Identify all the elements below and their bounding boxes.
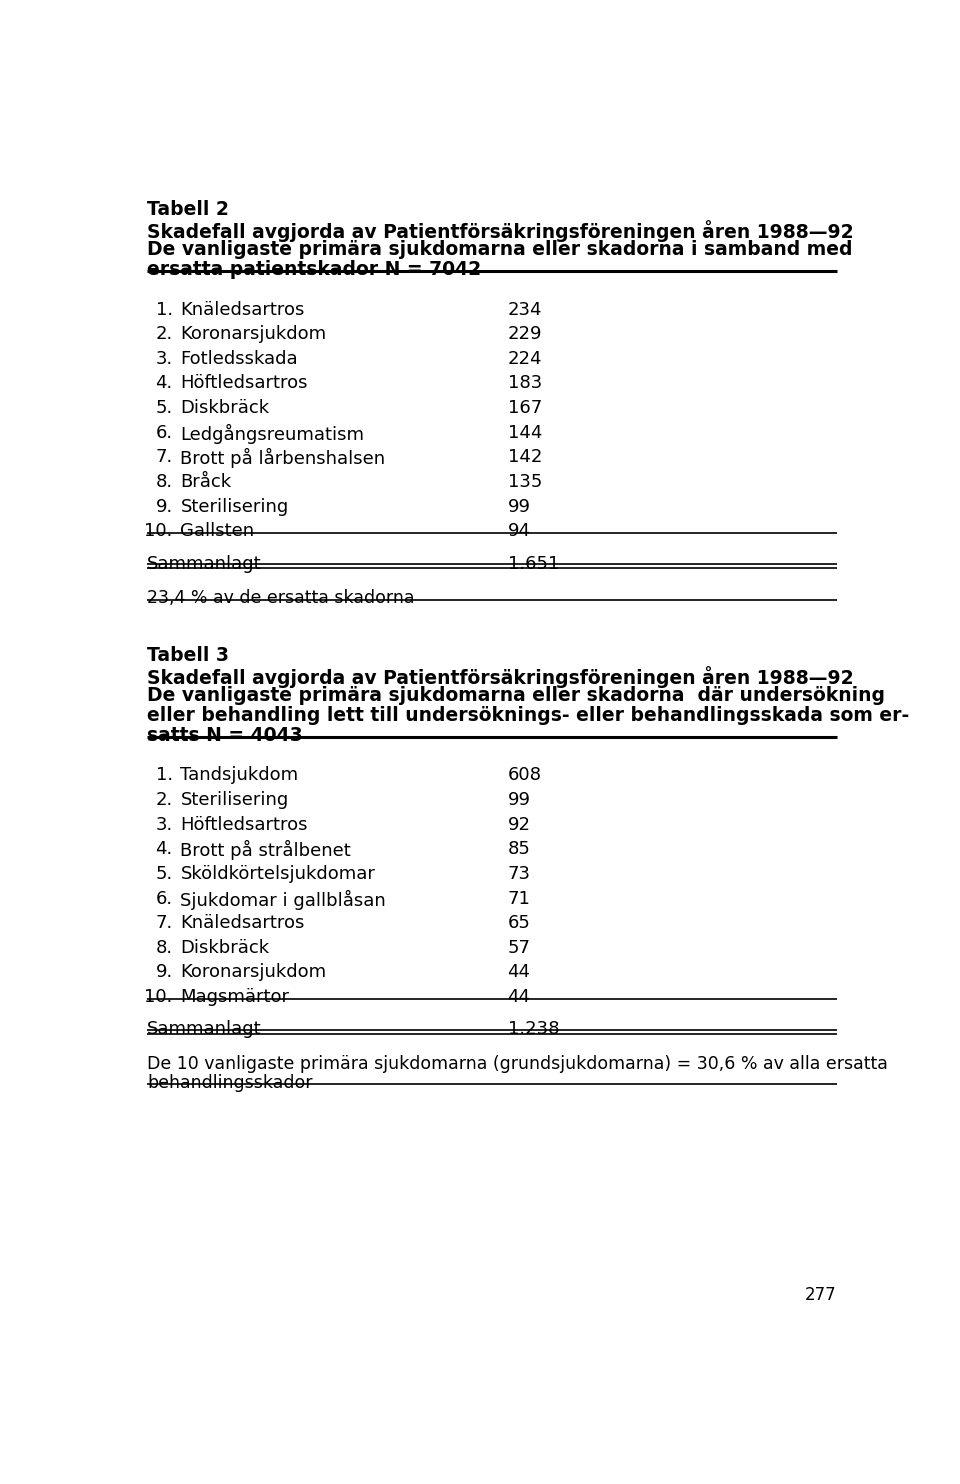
Text: 57: 57 bbox=[508, 939, 531, 957]
Text: 6.: 6. bbox=[156, 889, 173, 908]
Text: 10.: 10. bbox=[144, 988, 173, 1006]
Text: 142: 142 bbox=[508, 448, 541, 466]
Text: Sköldkörtelsjukdomar: Sköldkörtelsjukdomar bbox=[180, 865, 375, 883]
Text: Ledgångsreumatism: Ledgångsreumatism bbox=[180, 424, 365, 444]
Text: 44: 44 bbox=[508, 963, 531, 981]
Text: 234: 234 bbox=[508, 300, 542, 319]
Text: Magsmärtor: Magsmärtor bbox=[180, 988, 290, 1006]
Text: 183: 183 bbox=[508, 374, 541, 392]
Text: Tabell 3: Tabell 3 bbox=[147, 646, 229, 665]
Text: 65: 65 bbox=[508, 914, 530, 932]
Text: De 10 vanligaste primära sjukdomarna (grundsjukdomarna) = 30,6 % av alla ersatta: De 10 vanligaste primära sjukdomarna (gr… bbox=[147, 1055, 888, 1073]
Text: 1.238: 1.238 bbox=[508, 1021, 559, 1039]
Text: ersatta patientskador N = 7042: ersatta patientskador N = 7042 bbox=[147, 261, 481, 279]
Text: Tabell 2: Tabell 2 bbox=[147, 200, 229, 220]
Text: Brott på strålbenet: Brott på strålbenet bbox=[180, 840, 351, 861]
Text: 229: 229 bbox=[508, 325, 542, 343]
Text: 6.: 6. bbox=[156, 424, 173, 442]
Text: 9.: 9. bbox=[156, 963, 173, 981]
Text: 71: 71 bbox=[508, 889, 530, 908]
Text: 23,4 % av de ersatta skadorna: 23,4 % av de ersatta skadorna bbox=[147, 589, 415, 607]
Text: 99: 99 bbox=[508, 791, 531, 809]
Text: 8.: 8. bbox=[156, 473, 173, 491]
Text: Höftledsartros: Höftledsartros bbox=[180, 816, 308, 834]
Text: 94: 94 bbox=[508, 522, 531, 540]
Text: 92: 92 bbox=[508, 816, 531, 834]
Text: 2.: 2. bbox=[156, 325, 173, 343]
Text: 85: 85 bbox=[508, 840, 530, 858]
Text: 10.: 10. bbox=[144, 522, 173, 540]
Text: 3.: 3. bbox=[156, 816, 173, 834]
Text: Skadefall avgjorda av Patientförsäkringsföreningen åren 1988—92: Skadefall avgjorda av Patientförsäkrings… bbox=[147, 221, 853, 242]
Text: 5.: 5. bbox=[156, 399, 173, 417]
Text: Knäledsartros: Knäledsartros bbox=[180, 914, 305, 932]
Text: eller behandling lett till undersöknings- eller behandlingsskada som er-: eller behandling lett till undersöknings… bbox=[147, 706, 909, 726]
Text: De vanligaste primära sjukdomarna eller skadorna  där undersökning: De vanligaste primära sjukdomarna eller … bbox=[147, 686, 885, 705]
Text: Tandsjukdom: Tandsjukdom bbox=[180, 766, 299, 785]
Text: Bråck: Bråck bbox=[180, 473, 231, 491]
Text: Brott på lårbenshalsen: Brott på lårbenshalsen bbox=[180, 448, 386, 469]
Text: Skadefall avgjorda av Patientförsäkringsföreningen åren 1988—92: Skadefall avgjorda av Patientförsäkrings… bbox=[147, 666, 853, 689]
Text: 1.: 1. bbox=[156, 300, 173, 319]
Text: 44: 44 bbox=[508, 988, 531, 1006]
Text: 7.: 7. bbox=[156, 914, 173, 932]
Text: 224: 224 bbox=[508, 350, 542, 368]
Text: Gallsten: Gallsten bbox=[180, 522, 254, 540]
Text: 9.: 9. bbox=[156, 497, 173, 515]
Text: Diskbräck: Diskbräck bbox=[180, 939, 270, 957]
Text: 1.651: 1.651 bbox=[508, 555, 559, 573]
Text: 167: 167 bbox=[508, 399, 541, 417]
Text: Sammanlagt: Sammanlagt bbox=[147, 555, 262, 573]
Text: Diskbräck: Diskbräck bbox=[180, 399, 270, 417]
Text: 135: 135 bbox=[508, 473, 541, 491]
Text: 277: 277 bbox=[805, 1285, 837, 1304]
Text: Fotledsskada: Fotledsskada bbox=[180, 350, 298, 368]
Text: 1.: 1. bbox=[156, 766, 173, 785]
Text: Koronarsjukdom: Koronarsjukdom bbox=[180, 963, 326, 981]
Text: Sterilisering: Sterilisering bbox=[180, 791, 289, 809]
Text: 3.: 3. bbox=[156, 350, 173, 368]
Text: 8.: 8. bbox=[156, 939, 173, 957]
Text: 2.: 2. bbox=[156, 791, 173, 809]
Text: 4.: 4. bbox=[156, 374, 173, 392]
Text: 608: 608 bbox=[508, 766, 541, 785]
Text: Höftledsartros: Höftledsartros bbox=[180, 374, 308, 392]
Text: Knäledsartros: Knäledsartros bbox=[180, 300, 305, 319]
Text: De vanligaste primära sjukdomarna eller skadorna i samband med: De vanligaste primära sjukdomarna eller … bbox=[147, 240, 852, 260]
Text: 144: 144 bbox=[508, 424, 541, 442]
Text: Sjukdomar i gallblåsan: Sjukdomar i gallblåsan bbox=[180, 889, 386, 910]
Text: 73: 73 bbox=[508, 865, 531, 883]
Text: 7.: 7. bbox=[156, 448, 173, 466]
Text: satts N = 4043: satts N = 4043 bbox=[147, 726, 302, 745]
Text: 4.: 4. bbox=[156, 840, 173, 858]
Text: behandlingsskador: behandlingsskador bbox=[147, 1073, 313, 1092]
Text: 5.: 5. bbox=[156, 865, 173, 883]
Text: Sammanlagt: Sammanlagt bbox=[147, 1021, 262, 1039]
Text: Koronarsjukdom: Koronarsjukdom bbox=[180, 325, 326, 343]
Text: 99: 99 bbox=[508, 497, 531, 515]
Text: Sterilisering: Sterilisering bbox=[180, 497, 289, 515]
